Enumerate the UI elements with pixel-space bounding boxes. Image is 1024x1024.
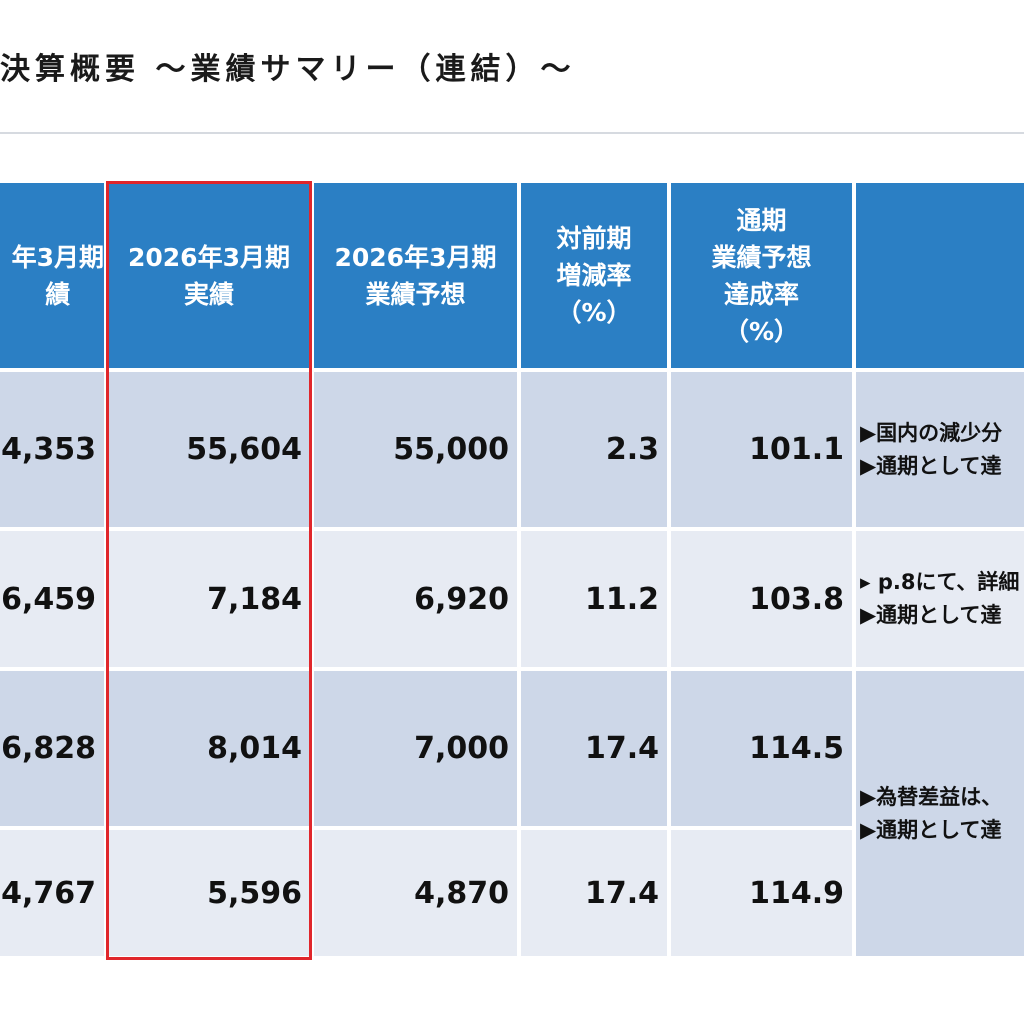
table-cell: 114.5 (671, 671, 852, 826)
page-title: 決算概要 ～業績サマリー（連結）～ (0, 52, 576, 87)
table-cell: 7,000 (314, 671, 517, 826)
note-line: ▶通期として達 (860, 453, 1002, 478)
table-cell: 4,767 (0, 830, 104, 956)
table-cell: 55,604 (108, 372, 310, 527)
table-cell: 6,920 (314, 531, 517, 667)
table-cell: 2.3 (521, 372, 667, 527)
note-cell-3: ▶為替差益は、 ▶通期として達 (856, 671, 1024, 956)
note-cell-1: ▶国内の減少分 ▶通期として達 (856, 372, 1024, 527)
table-cell: 6,828 (0, 671, 104, 826)
table-cell: 8,014 (108, 671, 310, 826)
table-cell: 17.4 (521, 671, 667, 826)
table-cell: 103.8 (671, 531, 852, 667)
header-current-actual: 2026年3月期 実績 (108, 183, 310, 368)
header-prev-year-actual: 年3月期 績 (0, 183, 104, 368)
table-cell: 7,184 (108, 531, 310, 667)
note-cell-2: ▸ p.8にて、詳細 ▶通期として達 (856, 531, 1024, 667)
table-cell: 17.4 (521, 830, 667, 956)
title-divider (0, 132, 1024, 134)
note-line: ▶為替差益は、 (860, 784, 1003, 809)
header-achievement-rate: 通期 業績予想 達成率 （%） (671, 183, 852, 368)
note-line: ▶通期として達 (860, 817, 1002, 842)
header-forecast: 2026年3月期 業績予想 (314, 183, 517, 368)
table-cell: 4,870 (314, 830, 517, 956)
header-yoy-change: 対前期 増減率 （%） (521, 183, 667, 368)
table-cell: 114.9 (671, 830, 852, 956)
header-notes (856, 183, 1024, 368)
note-line: ▶国内の減少分 (860, 420, 1003, 445)
table-cell: 54,353 (0, 372, 104, 527)
table-cell: 6,459 (0, 531, 104, 667)
table-cell: 55,000 (314, 372, 517, 527)
table-cell: 5,596 (108, 830, 310, 956)
table-cell: 11.2 (521, 531, 667, 667)
note-line: ▸ p.8にて、詳細 (860, 570, 1020, 594)
table-cell: 101.1 (671, 372, 852, 527)
note-line: ▶通期として達 (860, 603, 1002, 627)
